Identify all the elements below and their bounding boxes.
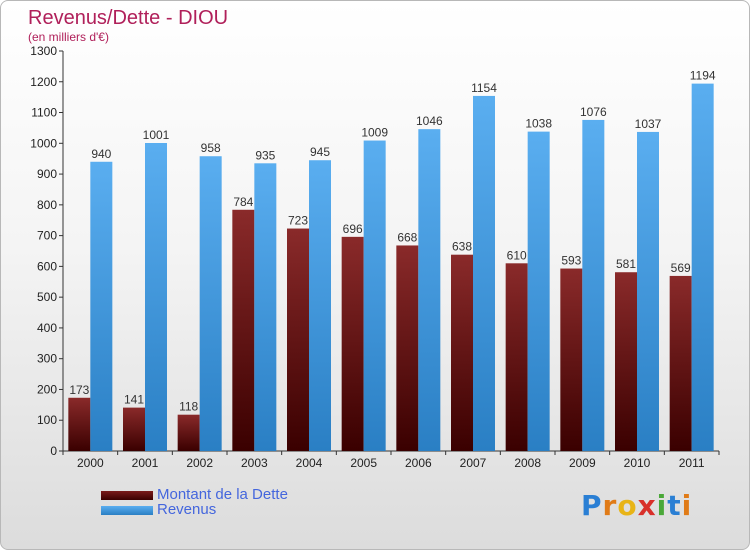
data-label-revenus: 1001: [143, 128, 170, 142]
x-tick-label: 2004: [296, 456, 323, 470]
data-label-dette: 638: [452, 240, 472, 254]
bar-revenus: [254, 163, 277, 452]
logo-letter: i: [681, 489, 693, 522]
x-tick-label: 2000: [77, 456, 104, 470]
chart-subtitle: (en milliers d'€): [28, 30, 109, 44]
x-tick-label: 2001: [132, 456, 159, 470]
bar-dette: [287, 228, 309, 451]
bar-revenus: [309, 160, 331, 451]
x-tick-label: 2007: [460, 456, 487, 470]
bar-revenus: [145, 143, 167, 451]
y-tick-label: 1000: [30, 136, 57, 150]
bar-revenus: [199, 156, 222, 451]
data-label-revenus: 1076: [580, 105, 607, 119]
y-tick-label: 1300: [30, 44, 57, 58]
logo-letter: i: [656, 489, 668, 522]
data-label-dette: 569: [671, 261, 691, 275]
legend-label-dette: Montant de la Dette: [157, 486, 288, 503]
x-tick-label: 2003: [241, 456, 268, 470]
legend-swatch-revenus: [101, 506, 153, 515]
bar-revenus: [637, 131, 659, 451]
data-label-revenus: 1046: [416, 114, 443, 128]
bar-dette: [177, 414, 200, 451]
bar-dette: [560, 268, 583, 451]
logo-letter: t: [667, 489, 682, 522]
y-tick-label: 800: [37, 198, 57, 212]
logo-letter: o: [617, 489, 638, 522]
bar-dette: [68, 397, 91, 451]
bar-dette: [341, 236, 364, 451]
y-tick-label: 1100: [31, 106, 57, 120]
proxiti-logo: Proxiti: [581, 489, 692, 522]
y-tick-label: 300: [37, 352, 57, 366]
data-label-dette: 723: [288, 214, 308, 228]
y-tick-label: 700: [37, 229, 57, 243]
data-label-dette: 581: [616, 257, 636, 271]
logo-letter: r: [602, 489, 618, 522]
data-label-dette: 141: [124, 393, 144, 407]
data-label-dette: 696: [343, 222, 363, 236]
x-tick-label: 2002: [186, 456, 213, 470]
y-tick-label: 500: [37, 290, 57, 304]
data-label-revenus: 1194: [690, 69, 716, 83]
bar-revenus: [527, 131, 550, 451]
data-label-revenus: 940: [91, 147, 111, 161]
bar-revenus: [582, 119, 605, 451]
chart-title: Revenus/Dette - DIOU: [28, 7, 229, 29]
logo-letter: P: [581, 489, 603, 522]
logo-letter: x: [637, 489, 657, 522]
data-label-revenus: 945: [310, 145, 330, 159]
bar-revenus: [691, 83, 714, 451]
bar-dette: [451, 254, 473, 451]
x-tick-label: 2010: [624, 456, 651, 470]
bar-dette: [505, 263, 528, 451]
y-tick-label: 200: [37, 382, 57, 396]
x-tick-label: 2006: [405, 456, 432, 470]
data-label-revenus: 1038: [525, 117, 552, 131]
bar-revenus: [363, 140, 386, 452]
x-tick-label: 2005: [350, 456, 377, 470]
x-tick-label: 2009: [569, 456, 596, 470]
data-label-dette: 784: [233, 195, 253, 209]
data-label-revenus: 1154: [471, 81, 497, 95]
y-tick-label: 100: [37, 413, 57, 427]
y-tick-label: 0: [50, 444, 57, 458]
x-tick-label: 2011: [679, 456, 705, 470]
bar-dette: [232, 209, 255, 451]
data-label-dette: 610: [507, 248, 527, 262]
data-label-revenus: 958: [201, 141, 221, 155]
data-label-revenus: 1037: [635, 117, 662, 131]
bar-dette: [615, 272, 637, 451]
y-tick-label: 1200: [30, 75, 57, 89]
bar-dette: [123, 407, 145, 451]
bar-dette: [396, 245, 419, 451]
y-tick-label: 400: [37, 321, 57, 335]
data-label-dette: 593: [561, 254, 581, 268]
data-label-revenus: 935: [255, 148, 275, 162]
bar-dette: [669, 275, 692, 451]
bar-revenus: [473, 95, 495, 451]
data-label-dette: 668: [397, 230, 417, 244]
x-tick-label: 2008: [514, 456, 541, 470]
data-label-revenus: 1009: [361, 126, 388, 140]
data-label-dette: 173: [69, 383, 89, 397]
bar-revenus: [418, 129, 441, 451]
legend-swatch-dette: [101, 491, 153, 500]
y-tick-label: 900: [37, 167, 57, 181]
y-tick-label: 600: [37, 259, 57, 273]
bar-revenus: [90, 161, 113, 451]
legend-label-revenus: Revenus: [157, 501, 217, 518]
data-label-dette: 118: [179, 400, 198, 414]
